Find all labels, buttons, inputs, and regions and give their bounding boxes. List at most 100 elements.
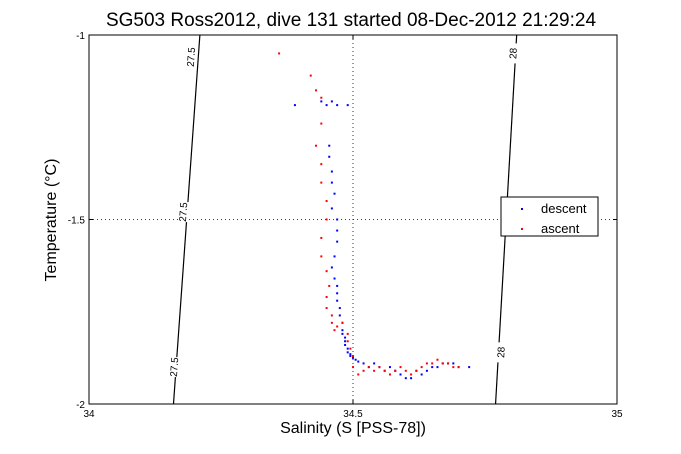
isopycnal-label: 27.5 (186, 47, 198, 68)
descent-point (325, 104, 328, 107)
descent-point (336, 284, 339, 287)
descent-point (336, 292, 339, 295)
descent-point (336, 240, 339, 243)
legend-descent-label: descent (541, 201, 587, 216)
ascent-point (349, 347, 352, 350)
legend-box (500, 196, 599, 237)
x-tick-label: 34.5 (343, 409, 363, 420)
ascent-point (320, 255, 323, 258)
isopycnal-label: 27.5 (178, 202, 190, 223)
legend-ascent-label: ascent (541, 221, 580, 236)
x-tick-label: 35 (611, 409, 623, 420)
ascent-point (394, 369, 397, 372)
y-tick-label: -1.5 (68, 216, 86, 227)
y-tick-label: -1 (76, 31, 85, 42)
ascent-point (441, 362, 444, 365)
ascent-point (315, 89, 318, 92)
descent-point (330, 100, 333, 103)
ascent-point (383, 369, 386, 372)
descent-point (341, 329, 344, 332)
isopycnal-label-gap (186, 47, 197, 68)
ascent-point (415, 369, 418, 372)
descent-point (330, 207, 333, 210)
descent-point (333, 255, 336, 258)
descent-point (330, 266, 333, 269)
ascent-point (346, 332, 349, 335)
ascent-point (330, 314, 333, 317)
descent-point (344, 343, 347, 346)
descent-point (346, 104, 349, 107)
descent-point (346, 347, 349, 350)
x-axis-label: Salinity (S [PSS-78]) (280, 420, 426, 437)
descent-point (338, 314, 341, 317)
descent-point (420, 373, 423, 376)
ascent-point (325, 200, 328, 203)
ascent-point (431, 362, 434, 365)
ascent-point (325, 270, 328, 273)
isopycnal-label-gap (509, 43, 520, 64)
descent-point (336, 229, 339, 232)
descent-point (362, 362, 365, 365)
ascent-point (436, 358, 439, 361)
descent-point (320, 100, 323, 103)
ascent-point (367, 366, 370, 369)
isopycnal-label-gap (179, 202, 190, 223)
ascent-point (388, 373, 391, 376)
descent-point (352, 356, 354, 359)
descent-point (341, 332, 344, 335)
y-axis-label: Temperature (°C) (43, 159, 60, 282)
descent-point (344, 336, 347, 339)
descent-point (373, 362, 376, 365)
descent-point (452, 362, 455, 365)
ascent-point (425, 362, 428, 365)
ascent-point (452, 366, 455, 369)
ascent-point (352, 366, 354, 369)
ascent-point (315, 144, 318, 147)
descent-point (468, 366, 471, 369)
ascent-point (457, 366, 460, 369)
ascent-point (320, 96, 323, 99)
isopycnal-label: 28 (508, 47, 520, 59)
ascent-point (362, 369, 365, 372)
descent-point (333, 277, 336, 280)
descent-point (328, 144, 331, 147)
descent-point (399, 373, 402, 376)
descent-point (336, 218, 339, 221)
ascent-point (325, 295, 328, 298)
ascent-point (378, 366, 381, 369)
isopycnal-label-gap (170, 357, 181, 378)
descent-point (349, 355, 352, 358)
descent-point (357, 360, 360, 363)
isopycnal-label: 28 (496, 346, 508, 358)
descent-point (410, 377, 413, 380)
ascent-point (330, 321, 333, 324)
descent-point (330, 170, 333, 173)
ascent-point (333, 329, 336, 332)
legend-descent-marker (521, 208, 523, 210)
plot-frame (88, 34, 618, 405)
ascent-point (320, 181, 323, 184)
data-points (278, 52, 471, 380)
x-tick-label: 34 (83, 409, 95, 420)
descent-point (344, 340, 347, 343)
descent-point (336, 104, 339, 107)
descent-point (388, 366, 391, 369)
descent-point (336, 299, 339, 302)
ascent-point (325, 218, 328, 221)
ascent-point (320, 163, 323, 166)
ascent-point (309, 74, 312, 77)
descent-point (431, 366, 434, 369)
descent-point (354, 358, 357, 361)
descent-point (330, 181, 333, 184)
ascent-point (278, 52, 281, 55)
ascent-point (341, 321, 344, 324)
descent-point (346, 351, 349, 354)
descent-point (333, 192, 336, 195)
y-tick-label: -2 (76, 400, 85, 411)
ascent-point (325, 307, 328, 310)
descent-point (404, 377, 407, 380)
ascent-point (346, 340, 349, 343)
descent-point (328, 155, 331, 158)
ascent-point (357, 373, 360, 376)
